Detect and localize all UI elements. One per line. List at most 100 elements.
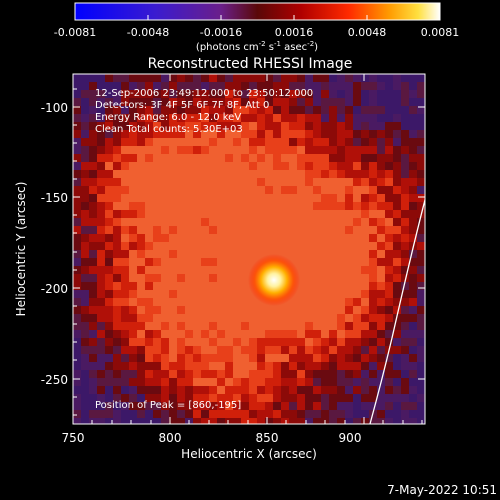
image-pixel xyxy=(345,202,353,210)
image-pixel xyxy=(145,274,153,282)
image-pixel xyxy=(385,210,393,218)
image-pixel xyxy=(217,362,225,370)
image-pixel xyxy=(153,410,161,418)
image-pixel xyxy=(337,402,345,410)
image-pixel xyxy=(337,338,345,346)
image-pixel xyxy=(241,82,249,90)
image-pixel xyxy=(145,418,153,424)
image-pixel xyxy=(281,90,289,98)
image-pixel xyxy=(217,210,225,218)
image-pixel xyxy=(145,386,153,394)
image-pixel xyxy=(257,114,265,122)
image-pixel xyxy=(313,282,321,290)
image-pixel xyxy=(81,186,89,194)
image-pixel xyxy=(417,242,425,250)
image-pixel xyxy=(289,378,297,386)
image-pixel xyxy=(313,386,321,394)
image-pixel xyxy=(361,402,369,410)
image-pixel xyxy=(169,290,177,298)
image-pixel xyxy=(353,202,361,210)
image-pixel xyxy=(249,106,257,114)
image-pixel xyxy=(233,418,241,424)
image-pixel xyxy=(73,250,81,258)
image-pixel xyxy=(241,154,249,162)
image-pixel xyxy=(225,386,233,394)
image-pixel xyxy=(129,274,137,282)
image-pixel xyxy=(305,330,313,338)
image-pixel xyxy=(161,162,169,170)
image-pixel xyxy=(105,402,113,410)
image-pixel xyxy=(145,138,153,146)
image-pixel xyxy=(185,394,193,402)
image-pixel xyxy=(257,394,265,402)
image-pixel xyxy=(417,194,425,202)
image-pixel xyxy=(209,322,217,330)
image-pixel xyxy=(129,306,137,314)
image-pixel xyxy=(337,362,345,370)
image-pixel xyxy=(377,242,385,250)
image-pixel xyxy=(265,114,273,122)
image-pixel xyxy=(185,186,193,194)
image-pixel xyxy=(281,322,289,330)
image-pixel xyxy=(217,290,225,298)
image-pixel xyxy=(417,314,425,322)
image-pixel xyxy=(105,178,113,186)
image-pixel xyxy=(241,210,249,218)
image-pixel xyxy=(73,218,81,226)
image-pixel xyxy=(353,290,361,298)
image-pixel xyxy=(209,250,217,258)
image-pixel xyxy=(121,386,129,394)
image-pixel xyxy=(417,322,425,330)
image-pixel xyxy=(105,378,113,386)
image-pixel xyxy=(105,106,113,114)
image-pixel xyxy=(417,386,425,394)
image-pixel xyxy=(361,346,369,354)
image-pixel xyxy=(345,98,353,106)
image-pixel xyxy=(257,242,265,250)
image-pixel xyxy=(137,122,145,130)
image-pixel xyxy=(313,106,321,114)
image-pixel xyxy=(209,162,217,170)
image-pixel xyxy=(145,170,153,178)
image-pixel xyxy=(273,314,281,322)
image-pixel xyxy=(169,322,177,330)
image-pixel xyxy=(345,266,353,274)
image-pixel xyxy=(153,218,161,226)
image-pixel xyxy=(193,82,201,90)
image-pixel xyxy=(369,226,377,234)
image-pixel xyxy=(273,146,281,154)
image-pixel xyxy=(113,74,121,82)
image-pixel xyxy=(193,298,201,306)
image-pixel xyxy=(137,130,145,138)
image-pixel xyxy=(177,386,185,394)
image-pixel xyxy=(185,378,193,386)
image-pixel xyxy=(257,386,265,394)
image-pixel xyxy=(185,346,193,354)
image-pixel xyxy=(185,106,193,114)
image-pixel xyxy=(97,130,105,138)
image-pixel xyxy=(241,378,249,386)
image-pixel xyxy=(105,74,113,82)
image-pixel xyxy=(385,130,393,138)
image-pixel xyxy=(81,82,89,90)
image-pixel xyxy=(121,290,129,298)
image-pixel xyxy=(145,218,153,226)
image-pixel xyxy=(273,218,281,226)
image-pixel xyxy=(209,354,217,362)
image-pixel xyxy=(241,122,249,130)
image-pixel xyxy=(329,154,337,162)
image-pixel xyxy=(353,378,361,386)
image-pixel xyxy=(257,234,265,242)
image-pixel xyxy=(81,90,89,98)
image-pixel xyxy=(193,410,201,418)
image-pixel xyxy=(369,354,377,362)
image-pixel xyxy=(105,322,113,330)
x-axis-ticks xyxy=(72,74,423,424)
image-pixel xyxy=(401,346,409,354)
image-pixel xyxy=(89,258,97,266)
image-pixel xyxy=(393,234,401,242)
image-pixel xyxy=(169,234,177,242)
image-pixel xyxy=(201,82,209,90)
image-pixel xyxy=(105,170,113,178)
image-pixel xyxy=(169,394,177,402)
